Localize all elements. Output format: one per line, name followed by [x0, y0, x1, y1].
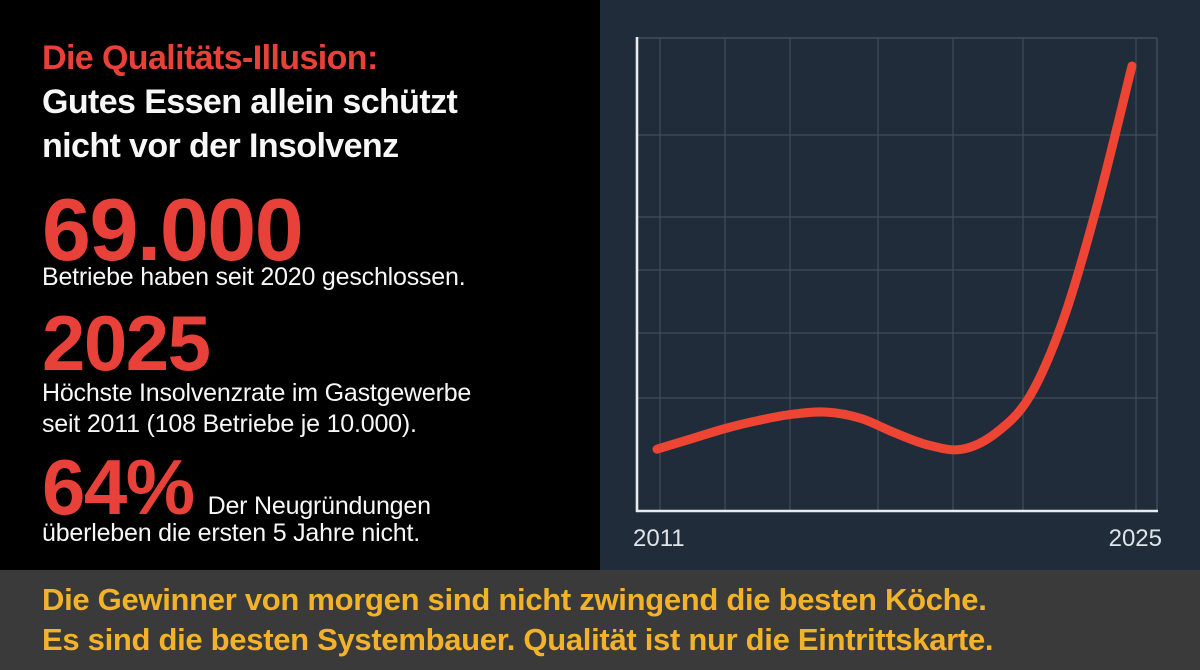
x-tick-2011: 2011	[633, 525, 685, 552]
stat-year-value: 2025	[42, 299, 211, 387]
x-tick-2025: 2025	[1109, 525, 1162, 552]
banner-line-1: Die Gewinner von morgen sind nicht zwing…	[42, 582, 987, 617]
banner-line-2: Es sind die besten Systembauer. Qualität…	[42, 622, 994, 657]
insolvency-line-chart: 2011 2025	[633, 37, 1162, 552]
stat-percentage-row: 64% Der Neugründungen	[42, 448, 431, 526]
bottom-banner: Die Gewinner von morgen sind nicht zwing…	[0, 570, 1200, 670]
title-line-3: nicht vor der Insolvenz	[42, 127, 399, 165]
chart-panel: 2011 2025	[600, 0, 1200, 570]
page-title: Die Qualitäts-Illusion: Gutes Essen alle…	[42, 36, 458, 168]
title-accent-line: Die Qualitäts-Illusion:	[42, 39, 378, 77]
stat-percentage-caption-inline: Der Neugründungen	[207, 492, 431, 520]
stat-closed-businesses-value: 69.000	[42, 180, 304, 279]
insolvency-trend-line	[652, 61, 1137, 455]
stat-year-caption-line-2: seit 2011 (108 Betriebe je 10.000).	[42, 410, 417, 438]
stat-year-caption: Höchste Insolvenzrate im Gastgewerbe sei…	[42, 378, 471, 440]
chart-gridlines	[637, 38, 1157, 511]
stat-percentage-value: 64%	[42, 443, 195, 531]
title-line-2: Gutes Essen allein schützt	[42, 83, 458, 121]
stat-closed-businesses-caption: Betriebe haben seit 2020 geschlossen.	[42, 263, 466, 291]
text-panel: Die Qualitäts-Illusion: Gutes Essen alle…	[0, 0, 600, 570]
stat-year-caption-line-1: Höchste Insolvenzrate im Gastgewerbe	[42, 379, 472, 407]
stat-percentage-caption-line-2: überleben die ersten 5 Jahre nicht.	[42, 519, 420, 547]
